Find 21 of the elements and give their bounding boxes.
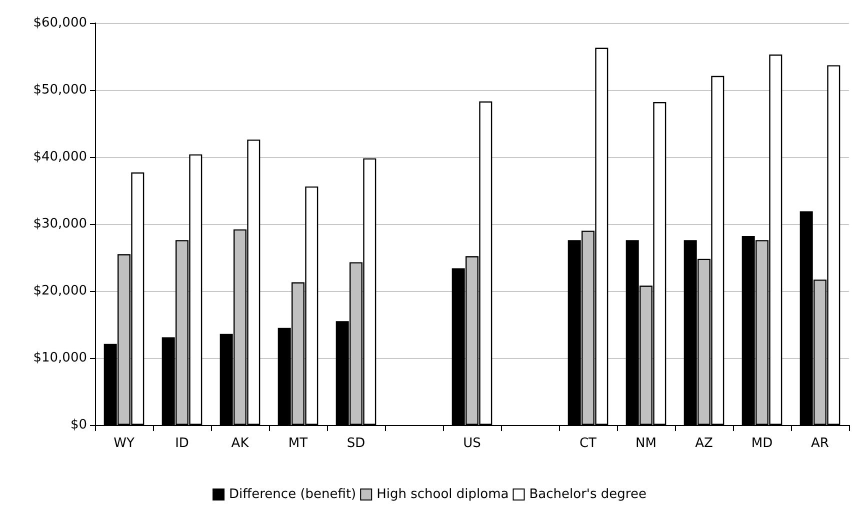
x-tick-label: MD (751, 436, 773, 451)
y-tick-label: $10,000 (33, 350, 87, 366)
y-tick-label: $50,000 (33, 82, 87, 98)
x-tick-label: AZ (695, 436, 713, 451)
x-tick-label: CT (579, 436, 597, 451)
y-tick-label: $30,000 (33, 216, 87, 232)
x-tick-label: AR (811, 436, 829, 451)
x-tick-label: US (463, 436, 481, 451)
legend-label: High school diploma (376, 487, 509, 502)
y-tick-label: $20,000 (33, 284, 87, 298)
legend-label: Difference (benefit) (229, 487, 356, 502)
y-tick-label: $0 (70, 418, 87, 432)
x-tick-label: SD (346, 436, 366, 451)
x-tick-label: ID (175, 436, 189, 451)
y-tick-label: $60,000 (33, 16, 87, 30)
legend-label: Bachelor's degree (529, 487, 646, 502)
x-tick-label: MT (288, 436, 308, 451)
x-tick-label: WY (114, 436, 134, 451)
y-tick-label: $40,000 (33, 150, 87, 164)
x-tick-label: NM (636, 436, 656, 451)
x-tick-label: AK (231, 436, 250, 451)
